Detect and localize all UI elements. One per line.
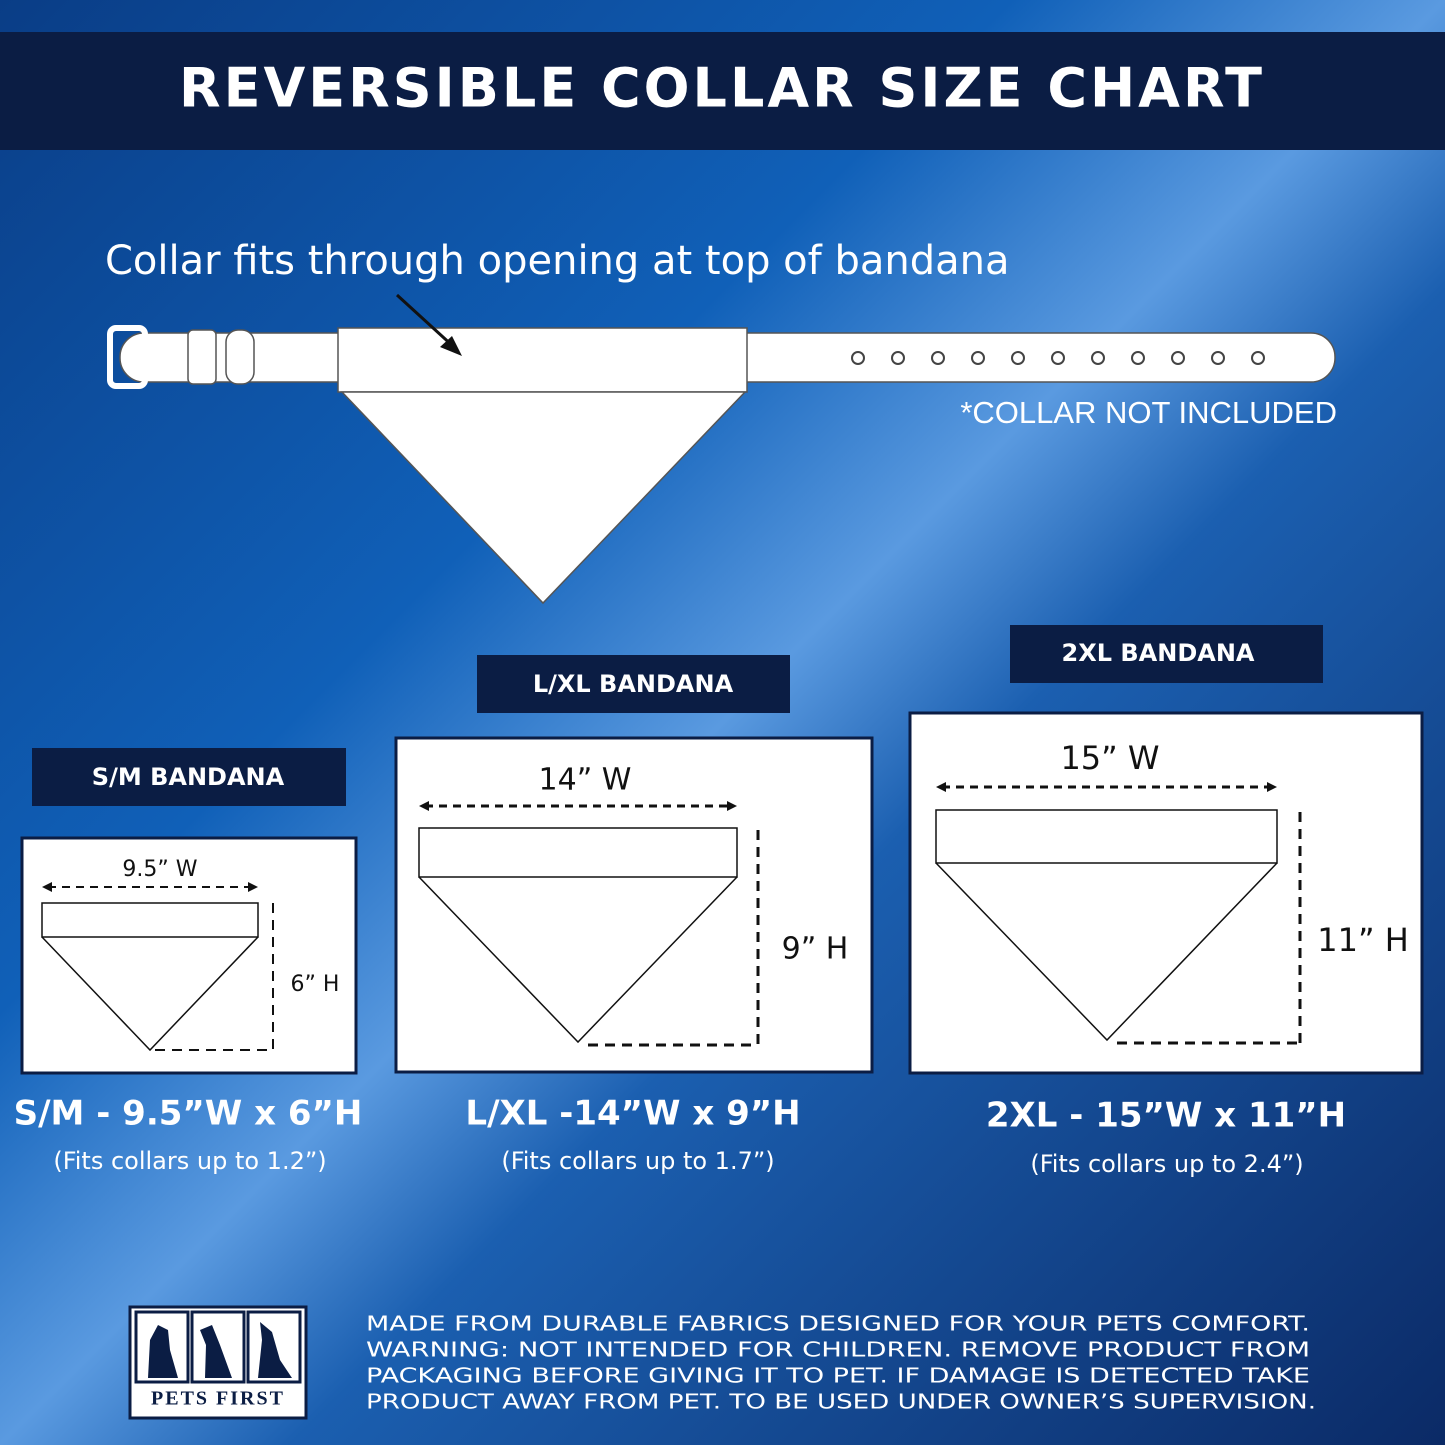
arrow-head: [936, 782, 946, 792]
arrow-head: [42, 882, 52, 892]
height-label: 9” H: [782, 932, 849, 967]
size-summary: 2XL - 15”W x 11”H: [986, 1096, 1346, 1136]
hole: [1011, 351, 1025, 365]
height-label: 11” H: [1317, 921, 1409, 959]
size-summary: S/M - 9.5”W x 6”H: [14, 1094, 363, 1134]
collar-illustration: [107, 325, 1336, 605]
hole: [1051, 351, 1065, 365]
arrow-head: [248, 882, 258, 892]
disclaimer-line: PACKAGING BEFORE GIVING IT TO PET. IF DA…: [366, 1364, 1310, 1388]
height-label: 6” H: [291, 972, 340, 997]
size-summary: L/XL -14”W x 9”H: [465, 1094, 800, 1134]
collar-note: *COLLAR NOT INCLUDED: [960, 395, 1337, 430]
arrow-head: [1267, 782, 1277, 792]
disclaimer-line: PRODUCT AWAY FROM PET. TO BE USED UNDER …: [366, 1390, 1316, 1414]
bandana-band: [935, 809, 1278, 864]
bandana-triangle: [41, 936, 259, 1052]
arrow-head: [440, 336, 462, 356]
size-label-bar: [477, 655, 790, 713]
size-label: 2XL BANDANA: [1062, 639, 1255, 667]
hole: [1171, 351, 1185, 365]
arrow-head: [419, 801, 429, 811]
size-fit: (Fits collars up to 1.2”): [53, 1147, 326, 1175]
bandana-band: [418, 827, 738, 878]
arrow: [395, 293, 457, 350]
size-panel: [908, 711, 1424, 1075]
collar-caption: Collar fits through opening at top of ba…: [105, 238, 1009, 284]
logo: [128, 1305, 308, 1420]
hole: [1251, 351, 1265, 365]
size-fit: (Fits collars up to 1.7”): [501, 1147, 774, 1175]
hole: [851, 351, 865, 365]
size-panel: [394, 736, 874, 1074]
hole: [1131, 351, 1145, 365]
width-label: 9.5” W: [122, 857, 197, 882]
hole: [891, 351, 905, 365]
size-label-bar: [32, 748, 346, 806]
hole: [1091, 351, 1105, 365]
logo-text: PETS FIRST: [151, 1388, 285, 1410]
bandana-triangle: [935, 862, 1278, 1042]
size-label: S/M BANDANA: [92, 763, 285, 791]
hole: [971, 351, 985, 365]
size-fit: (Fits collars up to 2.4”): [1030, 1150, 1303, 1178]
collar-holes: [851, 351, 1265, 365]
disclaimer-line: WARNING: NOT INTENDED FOR CHILDREN. REMO…: [366, 1338, 1310, 1362]
size-label: L/XL BANDANA: [533, 670, 734, 698]
bandana-band: [41, 902, 259, 938]
disclaimer-line: MADE FROM DURABLE FABRICS DESIGNED FOR Y…: [366, 1312, 1310, 1336]
width-label: 15” W: [1060, 739, 1159, 777]
header-bar: [0, 32, 1445, 150]
hole: [1211, 351, 1225, 365]
width-label: 14” W: [539, 763, 632, 798]
bandana-triangle: [418, 876, 738, 1044]
title: REVERSIBLE COLLAR SIZE CHART: [179, 57, 1265, 120]
size-panel: [20, 836, 358, 1075]
hole: [931, 351, 945, 365]
arrow-head: [727, 801, 737, 811]
size-label-bar: [1010, 625, 1323, 683]
